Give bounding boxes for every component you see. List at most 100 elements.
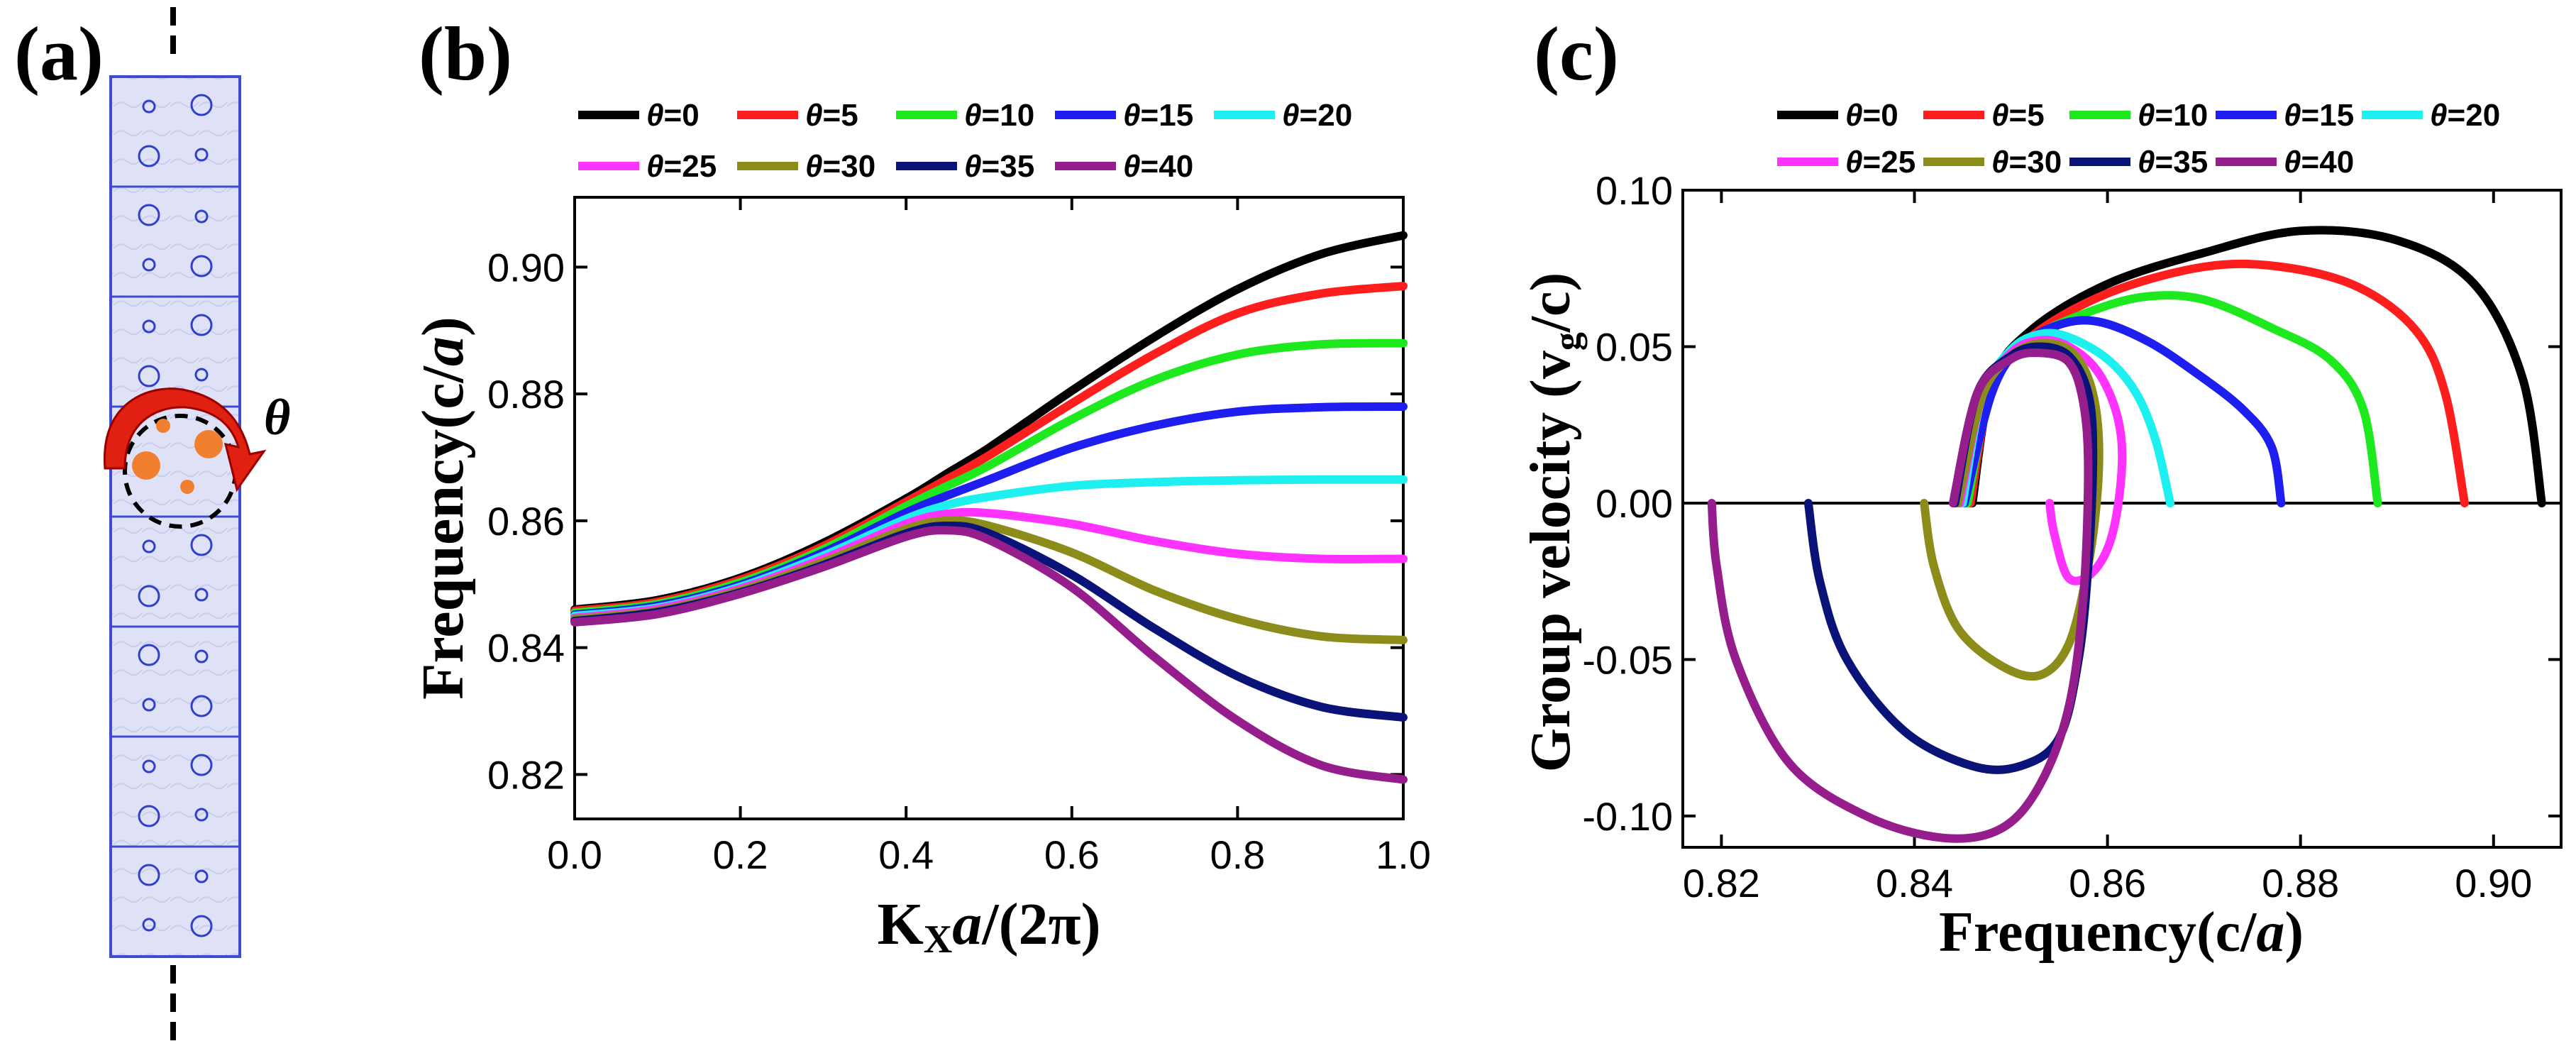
air-hole xyxy=(142,99,156,114)
air-hole xyxy=(190,255,213,277)
air-hole xyxy=(190,754,213,776)
air-hole xyxy=(142,918,156,932)
legend-label: θ=35 xyxy=(964,149,1034,184)
legend-label: θ=20 xyxy=(1282,98,1352,133)
panel-b-label: (b) xyxy=(419,12,512,97)
series-line-theta-20 xyxy=(570,475,1408,620)
y-tick-label: 0.10 xyxy=(1596,168,1673,213)
x-tick-label: 0.8 xyxy=(1210,832,1265,877)
x-tick-label: 0.84 xyxy=(1876,861,1953,905)
air-hole xyxy=(194,588,209,602)
legend-label: θ=10 xyxy=(964,98,1034,133)
air-hole xyxy=(190,915,213,937)
air-hole xyxy=(190,534,213,556)
air-hole xyxy=(190,314,213,336)
legend-label: θ=20 xyxy=(2430,98,2500,133)
legend-c: θ=0 θ=5 θ=10 θ=15 θ=20 θ=25 θ=30 θ=35 θ=40 xyxy=(1777,98,2500,180)
legend-label: θ=35 xyxy=(2138,145,2208,180)
air-hole xyxy=(142,759,156,774)
rod-large xyxy=(132,451,160,480)
air-hole xyxy=(194,808,209,822)
panel-a-label: (a) xyxy=(14,12,104,97)
legend-label: θ=5 xyxy=(805,98,858,133)
panel-c-label: (c) xyxy=(1534,12,1619,97)
series-curve-theta-30 xyxy=(1920,338,2104,681)
y-tick-label: 0.86 xyxy=(487,499,565,544)
series-curve-theta-40 xyxy=(1707,348,2093,843)
legend-label: θ=40 xyxy=(2284,145,2354,180)
legend-label: θ=25 xyxy=(1845,145,1916,180)
legend-label: θ=10 xyxy=(2138,98,2208,133)
legend-label: θ=25 xyxy=(646,149,717,184)
x-tick-label: 0.6 xyxy=(1044,832,1100,877)
legend-label: θ=30 xyxy=(1991,145,2062,180)
air-hole xyxy=(138,365,160,387)
y-axis-title-b: Frequency(c/a) xyxy=(410,316,476,700)
y-tick-label: -0.05 xyxy=(1582,637,1673,682)
air-hole xyxy=(194,368,209,382)
unit-cells xyxy=(111,75,240,937)
air-hole xyxy=(194,649,209,664)
y-tick-label: 0.90 xyxy=(487,245,565,290)
air-hole xyxy=(142,539,156,554)
y-tick-label: 0.05 xyxy=(1596,324,1673,369)
curves-c xyxy=(1683,226,2561,843)
rotation-arrow xyxy=(104,387,267,492)
air-hole xyxy=(142,698,156,712)
ticks-c: 0.82 0.84 0.86 0.88 0.90 0.10 0.05 0.00 -0.05 -0.… xyxy=(1582,168,2561,905)
legend-label: θ=40 xyxy=(1123,149,1193,184)
y-tick-label: 0.88 xyxy=(487,372,565,417)
air-hole xyxy=(194,869,209,883)
legend-label: θ=30 xyxy=(805,149,875,184)
x-tick-label: 0.0 xyxy=(547,832,602,877)
x-tick-label: 0.88 xyxy=(2262,861,2339,905)
series-line-theta-40 xyxy=(570,526,1408,784)
x-tick-label: 0.90 xyxy=(2455,861,2532,905)
y-tick-label: 0.82 xyxy=(487,752,565,797)
x-tick-label: 0.82 xyxy=(1683,861,1760,905)
air-hole xyxy=(138,805,160,827)
x-tick-label: 0.2 xyxy=(713,832,768,877)
rod-small xyxy=(180,480,194,494)
air-hole xyxy=(194,148,209,162)
panel-c: (c) θ=0 θ=5 θ=10 θ=15 θ=20 θ=25 θ=30 θ=35 θ=40 0… xyxy=(1520,12,2563,964)
air-hole xyxy=(138,864,160,886)
legend-label: θ=0 xyxy=(1845,98,1898,133)
air-hole xyxy=(190,94,213,116)
air-hole xyxy=(138,644,160,666)
legend-label: θ=0 xyxy=(646,98,700,133)
y-tick-label: 0.84 xyxy=(487,626,565,671)
plot-b-frame xyxy=(573,196,1405,820)
x-axis-title-b: KXa/(2π) xyxy=(877,891,1100,962)
x-axis-title-c: Frequency(c/a) xyxy=(1939,901,2304,964)
x-tick-label: 0.4 xyxy=(878,832,934,877)
legend-label: θ=15 xyxy=(1123,98,1193,133)
curves-b xyxy=(570,231,1408,784)
air-hole xyxy=(138,204,160,226)
air-hole xyxy=(194,209,209,224)
legend-b: θ=0 θ=5 θ=10 θ=15 θ=20 θ=25 θ=30 θ=35 θ=40 xyxy=(578,98,1352,184)
rod-large xyxy=(194,430,223,458)
y-tick-label: 0.00 xyxy=(1596,481,1673,526)
plot-c-frame xyxy=(1681,189,2563,849)
y-axis-title-c: Group velocity (vg/c) xyxy=(1520,272,1588,772)
theta-label: θ xyxy=(264,389,290,446)
legend-label: θ=5 xyxy=(1991,98,2045,133)
air-hole xyxy=(190,695,213,717)
rotated-cell: θ xyxy=(104,387,290,529)
air-hole xyxy=(138,585,160,607)
x-tick-label: 0.86 xyxy=(2069,861,2146,905)
rod-small xyxy=(156,419,170,433)
legend-label: θ=15 xyxy=(2284,98,2354,133)
series-curve-theta-15 xyxy=(1960,316,2286,507)
x-tick-label: 1.0 xyxy=(1376,832,1431,877)
air-hole xyxy=(138,145,160,167)
series-curve-theta-35 xyxy=(1803,342,2098,774)
panel-b: (b) θ=0 θ=5 θ=10 θ=15 θ=20 θ=25 θ=30 θ=35 θ=40 0… xyxy=(410,12,1431,962)
ticks-b: 0.0 0.2 0.4 0.6 0.8 1.0 0.82 0.84 0.86 0.88 0.90 xyxy=(487,197,1431,877)
y-tick-label: -0.10 xyxy=(1582,794,1673,839)
air-hole xyxy=(142,258,156,272)
air-hole xyxy=(142,319,156,334)
panel-a: (a) θ xyxy=(14,7,290,1046)
